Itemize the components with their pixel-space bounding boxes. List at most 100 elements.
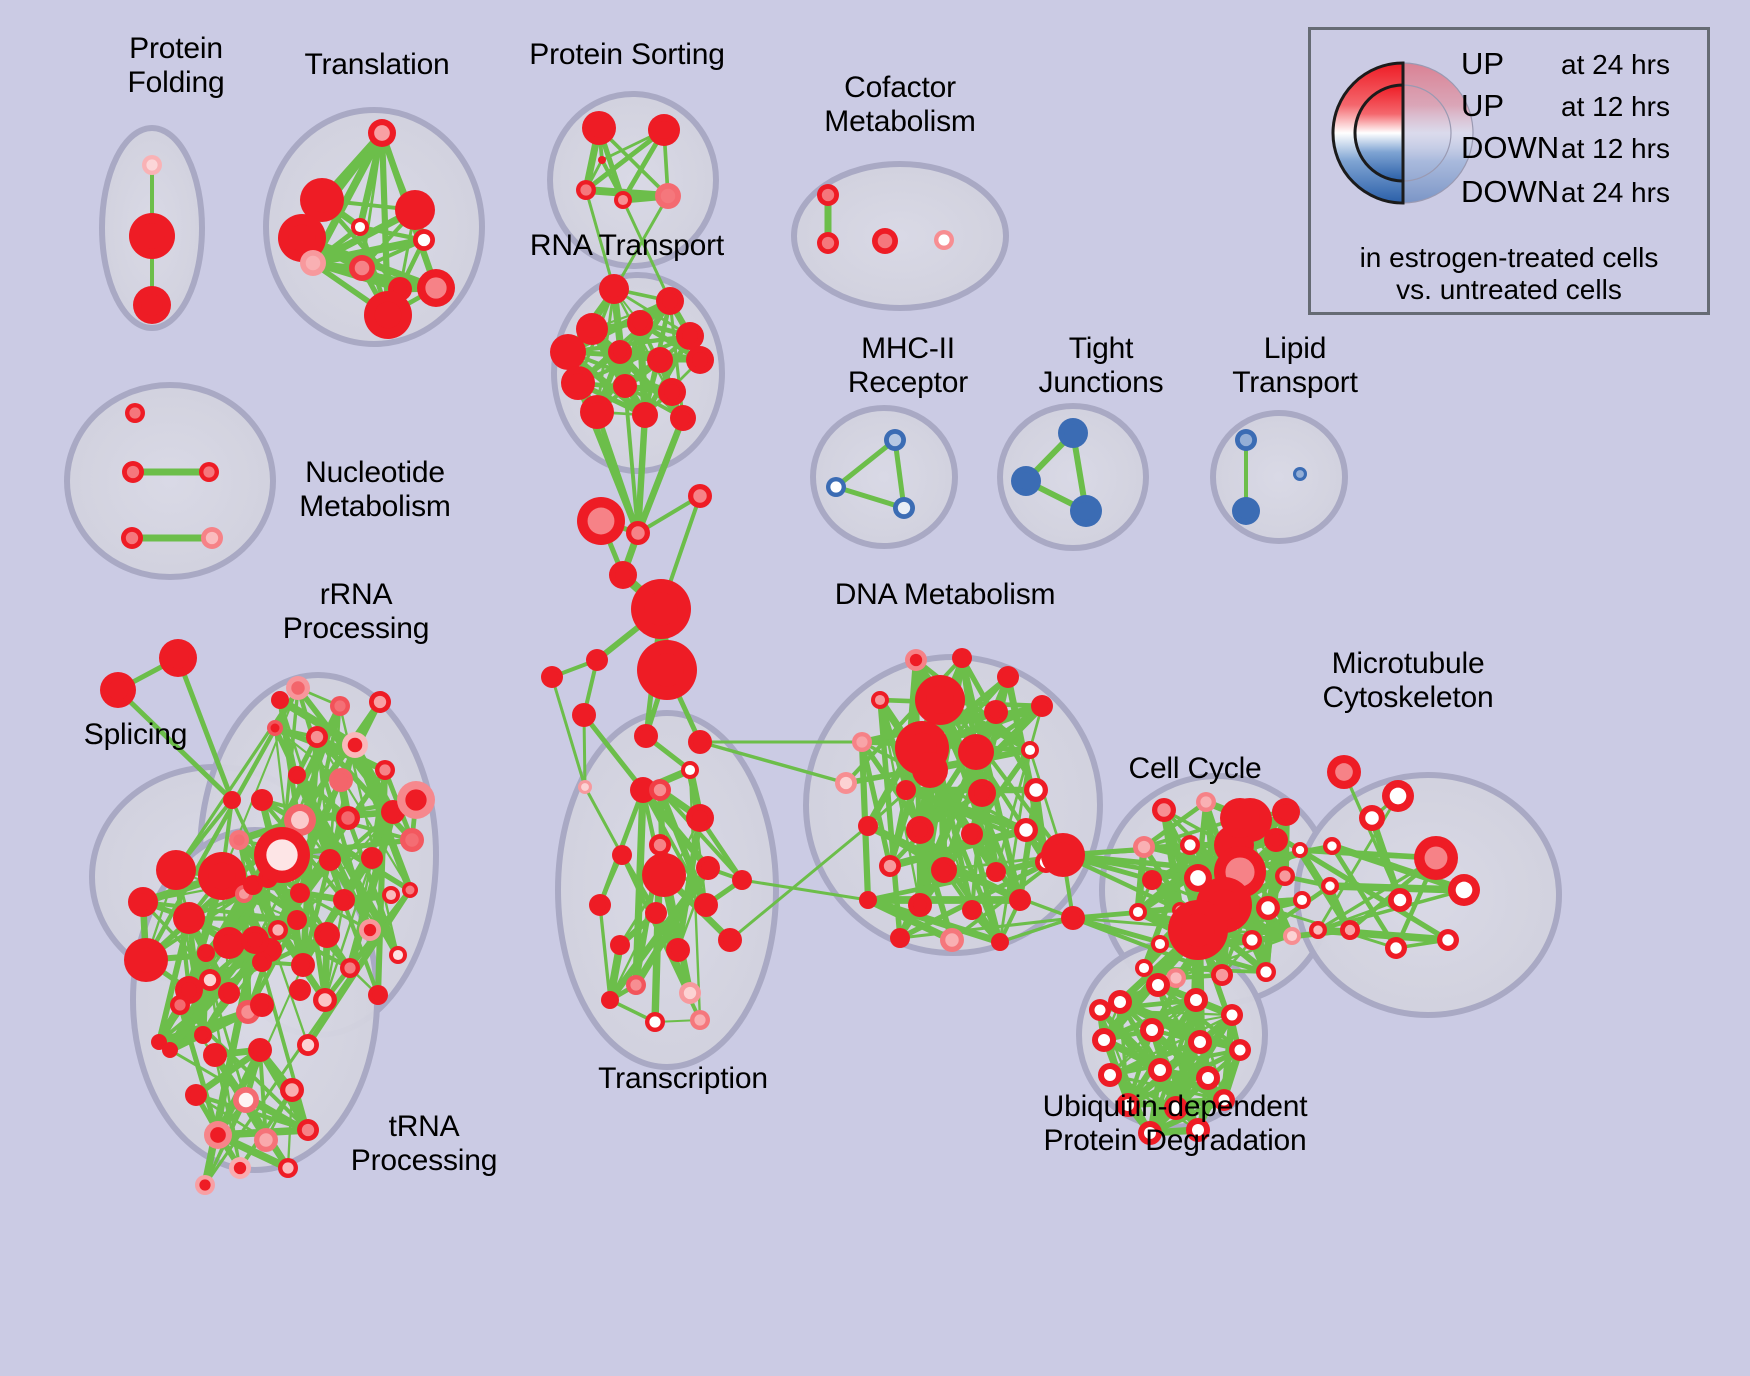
network-node[interactable] — [1213, 1089, 1235, 1111]
network-node[interactable] — [121, 527, 143, 549]
network-node[interactable] — [613, 374, 637, 398]
network-node[interactable] — [1021, 741, 1039, 759]
network-node[interactable] — [586, 649, 608, 671]
network-node[interactable] — [251, 789, 273, 811]
cluster-halo-tight-junctions[interactable] — [997, 403, 1149, 551]
network-node[interactable] — [893, 497, 915, 519]
network-node[interactable] — [858, 816, 878, 836]
network-node[interactable] — [601, 991, 619, 1009]
network-node[interactable] — [1140, 1018, 1164, 1042]
network-node[interactable] — [1092, 1028, 1116, 1052]
network-node[interactable] — [204, 1121, 232, 1149]
network-node[interactable] — [124, 938, 168, 982]
network-node[interactable] — [630, 777, 656, 803]
network-node[interactable] — [1256, 896, 1280, 920]
network-node[interactable] — [229, 830, 249, 850]
network-node[interactable] — [961, 823, 983, 845]
network-node[interactable] — [908, 893, 932, 917]
network-node[interactable] — [1448, 874, 1480, 906]
network-node[interactable] — [940, 928, 964, 952]
network-node[interactable] — [248, 1038, 272, 1062]
network-node[interactable] — [223, 791, 241, 809]
network-node[interactable] — [896, 780, 916, 800]
network-node[interactable] — [170, 995, 190, 1015]
network-node[interactable] — [1272, 798, 1300, 826]
network-node[interactable] — [694, 893, 718, 917]
network-node[interactable] — [609, 561, 637, 589]
network-node[interactable] — [905, 649, 927, 671]
network-node[interactable] — [612, 845, 632, 865]
network-node[interactable] — [268, 920, 288, 940]
network-node[interactable] — [1184, 988, 1208, 1012]
network-node[interactable] — [718, 928, 742, 952]
network-node[interactable] — [1437, 929, 1459, 951]
network-node[interactable] — [968, 779, 996, 807]
network-node[interactable] — [313, 988, 337, 1012]
network-node[interactable] — [300, 250, 326, 276]
network-node[interactable] — [647, 347, 673, 373]
network-node[interactable] — [329, 768, 353, 792]
network-node[interactable] — [300, 178, 344, 222]
network-node[interactable] — [561, 366, 595, 400]
network-node[interactable] — [578, 780, 592, 794]
network-node[interactable] — [666, 938, 690, 962]
network-node[interactable] — [162, 1042, 178, 1058]
network-node[interactable] — [1293, 891, 1311, 909]
network-node[interactable] — [1309, 921, 1327, 939]
network-node[interactable] — [1414, 836, 1458, 880]
network-node[interactable] — [397, 781, 435, 819]
network-node[interactable] — [330, 696, 350, 716]
network-node[interactable] — [962, 900, 982, 920]
network-node[interactable] — [550, 334, 586, 370]
network-node[interactable] — [1164, 1096, 1188, 1120]
network-node[interactable] — [1024, 778, 1048, 802]
network-node[interactable] — [632, 402, 658, 428]
network-node[interactable] — [649, 779, 671, 801]
network-node[interactable] — [218, 982, 240, 1004]
network-node[interactable] — [577, 497, 625, 545]
network-node[interactable] — [288, 766, 306, 784]
network-node[interactable] — [576, 180, 596, 200]
network-node[interactable] — [681, 761, 699, 779]
network-node[interactable] — [1283, 927, 1301, 945]
network-node[interactable] — [580, 395, 614, 429]
network-node[interactable] — [402, 882, 418, 898]
network-node[interactable] — [984, 700, 1008, 724]
network-node[interactable] — [890, 928, 910, 948]
network-node[interactable] — [1098, 1063, 1122, 1087]
network-node[interactable] — [598, 156, 606, 164]
network-node[interactable] — [688, 484, 712, 508]
network-node[interactable] — [306, 726, 328, 748]
network-node[interactable] — [1293, 467, 1307, 481]
network-node[interactable] — [686, 804, 714, 832]
network-node[interactable] — [696, 856, 720, 880]
network-node[interactable] — [233, 1087, 259, 1113]
network-node[interactable] — [267, 720, 283, 736]
network-node[interactable] — [1108, 990, 1132, 1014]
network-node[interactable] — [1196, 1066, 1220, 1090]
network-node[interactable] — [642, 853, 686, 897]
network-node[interactable] — [364, 291, 412, 339]
network-node[interactable] — [278, 1158, 298, 1178]
cluster-halo-nucleotide-metabolism[interactable] — [64, 382, 276, 580]
network-node[interactable] — [413, 229, 435, 251]
network-node[interactable] — [1168, 900, 1228, 960]
network-node[interactable] — [254, 1128, 278, 1152]
network-node[interactable] — [1188, 1030, 1212, 1054]
network-node[interactable] — [1264, 828, 1288, 852]
network-node[interactable] — [679, 982, 701, 1004]
network-node[interactable] — [852, 732, 872, 752]
network-node[interactable] — [342, 732, 368, 758]
network-node[interactable] — [626, 975, 646, 995]
network-node[interactable] — [637, 640, 697, 700]
network-node[interactable] — [1166, 968, 1186, 988]
network-node[interactable] — [872, 228, 898, 254]
network-node[interactable] — [395, 190, 435, 230]
cluster-halo-cofactor-metabolism[interactable] — [791, 161, 1009, 311]
network-node[interactable] — [1009, 889, 1031, 911]
network-node[interactable] — [319, 849, 341, 871]
network-node[interactable] — [826, 477, 846, 497]
network-node[interactable] — [243, 875, 263, 895]
network-node[interactable] — [1242, 930, 1262, 950]
network-node[interactable] — [1186, 1118, 1210, 1142]
